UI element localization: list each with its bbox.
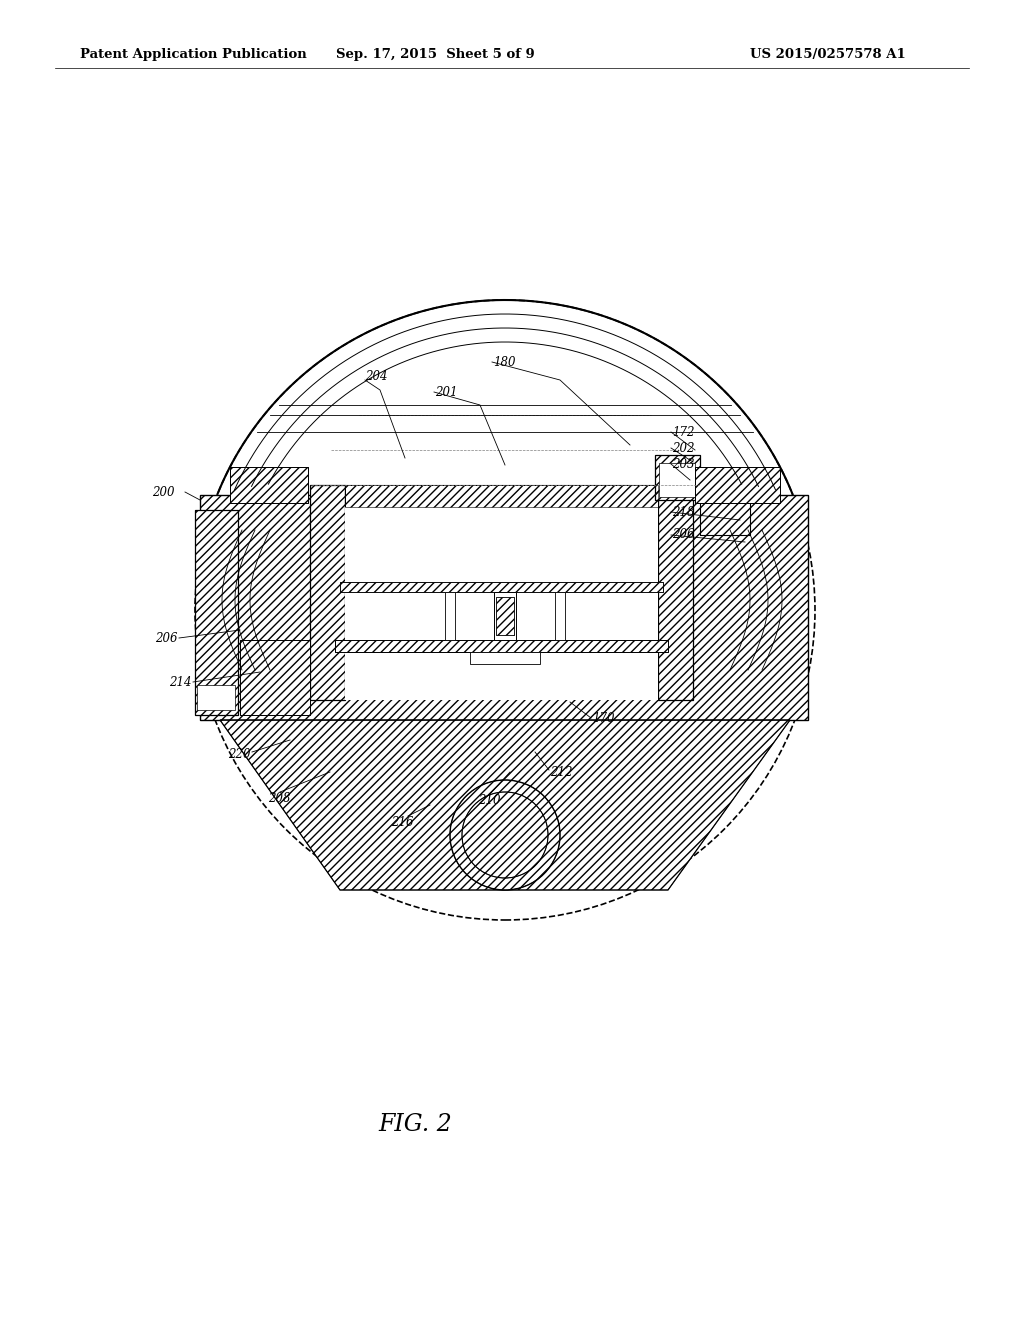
- Circle shape: [462, 792, 548, 878]
- Polygon shape: [659, 463, 695, 498]
- Polygon shape: [494, 591, 516, 640]
- Text: Sep. 17, 2015  Sheet 5 of 9: Sep. 17, 2015 Sheet 5 of 9: [336, 48, 535, 61]
- Text: 212: 212: [550, 766, 572, 779]
- Polygon shape: [345, 484, 658, 507]
- Polygon shape: [195, 510, 238, 715]
- Text: 200: 200: [152, 486, 174, 499]
- Polygon shape: [695, 467, 780, 503]
- Text: 210: 210: [478, 793, 501, 807]
- Text: 218: 218: [672, 506, 694, 519]
- Text: 208: 208: [268, 792, 291, 804]
- Text: 204: 204: [365, 370, 387, 383]
- Polygon shape: [335, 640, 668, 652]
- Polygon shape: [230, 467, 308, 503]
- Text: 220: 220: [228, 748, 251, 762]
- Text: 172: 172: [672, 425, 694, 438]
- Polygon shape: [340, 582, 663, 591]
- Text: 201: 201: [435, 385, 458, 399]
- Polygon shape: [310, 484, 345, 700]
- Circle shape: [450, 780, 560, 890]
- Text: 214: 214: [170, 676, 193, 689]
- Polygon shape: [197, 685, 234, 710]
- Text: US 2015/0257578 A1: US 2015/0257578 A1: [750, 48, 906, 61]
- Polygon shape: [240, 640, 310, 715]
- Text: 206: 206: [156, 631, 178, 644]
- Text: 180: 180: [493, 355, 515, 368]
- Text: 206: 206: [672, 528, 694, 541]
- Polygon shape: [658, 484, 693, 700]
- Text: 216: 216: [391, 816, 414, 829]
- Polygon shape: [445, 591, 455, 640]
- Text: Patent Application Publication: Patent Application Publication: [80, 48, 307, 61]
- Polygon shape: [200, 495, 808, 719]
- Polygon shape: [470, 652, 540, 664]
- Polygon shape: [555, 591, 565, 640]
- Polygon shape: [700, 495, 750, 535]
- Polygon shape: [496, 597, 514, 635]
- Polygon shape: [345, 591, 658, 640]
- Text: 203: 203: [672, 458, 694, 470]
- Text: 202: 202: [672, 441, 694, 454]
- Polygon shape: [345, 484, 658, 507]
- Polygon shape: [220, 719, 790, 890]
- Text: 170: 170: [592, 711, 614, 725]
- Text: FIG. 2: FIG. 2: [378, 1113, 452, 1137]
- Polygon shape: [345, 507, 658, 700]
- Polygon shape: [655, 455, 700, 500]
